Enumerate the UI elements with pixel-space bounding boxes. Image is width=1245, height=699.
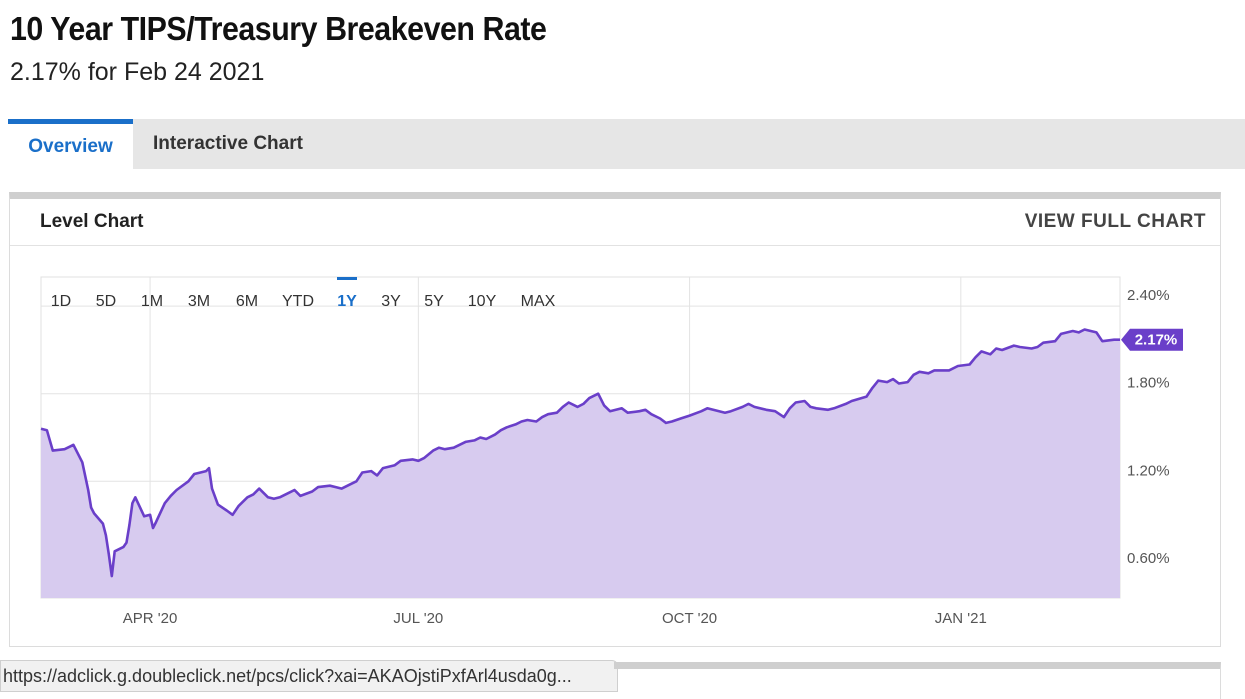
series-line: [40, 328, 1120, 578]
series-area-fill: [41, 329, 1120, 598]
view-full-chart-link[interactable]: VIEW FULL CHART: [1024, 211, 1206, 232]
page-title: 10 Year TIPS/Treasury Breakeven Rate: [10, 10, 547, 47]
tab-bar: Overview Interactive Chart: [8, 119, 1245, 169]
range-button-5d[interactable]: 5D: [96, 293, 116, 310]
card-title: Level Chart: [40, 211, 144, 232]
range-button-1d[interactable]: 1D: [51, 293, 71, 310]
tab-interactive-chart[interactable]: Interactive Chart: [153, 133, 303, 154]
level-chart: 0.60% 1.20% 1.80% 2.40% APR '20 JUL '20 OCT '2…: [40, 276, 1183, 627]
range-button-3y[interactable]: 3Y: [381, 293, 401, 310]
range-button-6m[interactable]: 6M: [236, 293, 258, 310]
next-card-edge: [614, 662, 1221, 699]
range-button-ytd[interactable]: YTD: [282, 293, 314, 310]
x-tick-label: JUL '20: [393, 610, 443, 627]
range-button-max[interactable]: MAX: [521, 293, 556, 310]
y-tick-label: 0.60%: [1127, 550, 1170, 567]
x-tick-label: APR '20: [123, 610, 178, 627]
last-value-label: 2.17%: [1135, 332, 1178, 349]
status-bar-url: https://adclick.g.doubleclick.net/pcs/cl…: [0, 660, 618, 692]
x-tick-label: JAN '21: [935, 610, 987, 627]
y-tick-label: 2.40%: [1127, 287, 1170, 304]
last-value-badge: [1121, 328, 1183, 351]
y-tick-label: 1.80%: [1127, 375, 1170, 392]
y-tick-label: 1.20%: [1127, 462, 1170, 479]
range-button-5y[interactable]: 5Y: [424, 293, 444, 310]
range-button-10y[interactable]: 10Y: [468, 293, 497, 310]
range-button-3m[interactable]: 3M: [188, 293, 210, 310]
range-selected-indicator: [337, 277, 357, 280]
x-tick-label: OCT '20: [662, 610, 717, 627]
card-header: Level Chart VIEW FULL CHART: [10, 199, 1220, 246]
tab-overview[interactable]: Overview: [8, 119, 133, 169]
range-button-1y[interactable]: 1Y: [337, 293, 357, 310]
range-button-1m[interactable]: 1M: [141, 293, 163, 310]
page-subtitle: 2.17% for Feb 24 2021: [10, 58, 265, 86]
